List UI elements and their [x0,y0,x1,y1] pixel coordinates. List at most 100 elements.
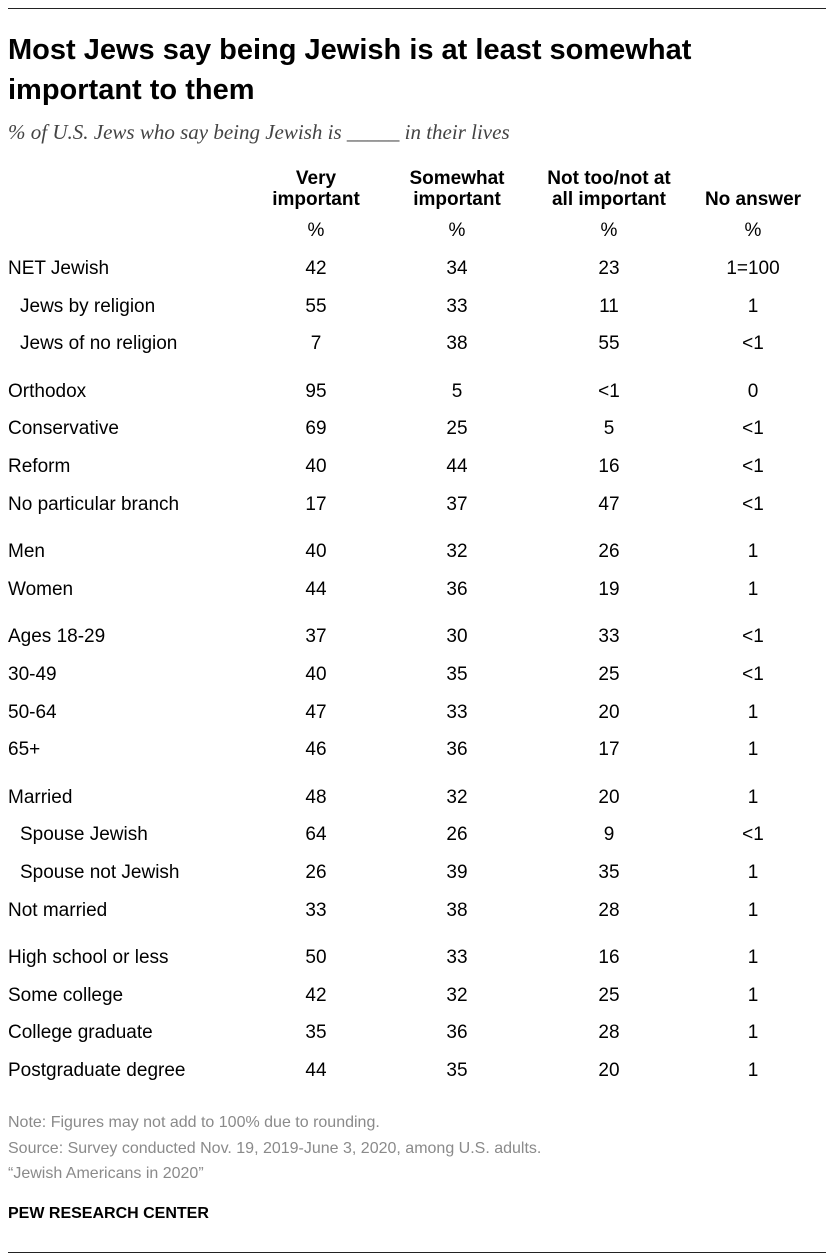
row-label: Women [8,578,74,600]
cell-value: 25 [598,664,620,685]
cell-value: 1 [747,899,759,921]
cell-value: 95 [305,380,327,402]
cell-value: 40 [305,541,327,563]
cell-value: 38 [446,899,468,921]
subtitle: % of U.S. Jews who say being Jewish is _… [8,120,510,144]
cell-value: 35 [598,862,620,883]
cell-value: 25 [446,418,468,440]
cell-value: 55 [305,295,327,317]
cell-value: 42 [305,984,327,1006]
column-header: No answer [704,189,802,210]
cell-value: <1 [598,380,620,402]
bottom-rule [8,1252,826,1253]
cell-value: 33 [446,701,468,723]
cell-value: 44 [305,1060,327,1081]
cell-value: 1 [747,295,759,317]
cell-value: 33 [305,899,327,921]
brand: PEW RESEARCH CENTER [8,1205,209,1222]
row-label: Spouse not Jewish [20,862,180,883]
cell-value: 47 [598,493,620,515]
cell-value: 0 [747,380,759,402]
cell-value: 26 [598,541,620,563]
row-label: Married [8,786,73,808]
cell-value: 35 [305,1022,327,1044]
cell-value: 37 [446,493,468,515]
cell-value: 5 [451,380,463,402]
cell-value: 1 [747,541,759,563]
cell-value: 48 [305,786,327,808]
column-header: Very [295,168,337,189]
report: “Jewish Americans in 2020” [8,1165,204,1182]
cell-value: 1 [747,701,759,723]
cell-value: 1 [747,1022,759,1044]
cell-value: 37 [305,626,327,648]
cell-value: 69 [305,418,327,440]
column-header: all important [551,189,666,210]
cell-value: <1 [742,333,764,355]
cell-value: 33 [446,947,468,969]
title: Most Jews say being Jewish is at least s… [8,34,692,106]
row-label: Men [8,541,45,563]
cell-value: 1 [747,984,759,1006]
cell-value: <1 [742,824,764,846]
unit-label: % [448,220,466,241]
cell-value: 44 [305,578,327,600]
cell-value: 1=100 [726,258,780,279]
column-header: Not too/not at [547,168,671,189]
cell-value: 17 [598,739,620,761]
cell-value: 1 [747,786,759,808]
row-label: Some college [8,984,124,1006]
row-label: 50-64 [8,701,57,723]
cell-value: 1 [747,1060,759,1081]
cell-value: 36 [446,1022,468,1044]
cell-value: 1 [747,862,759,883]
cell-value: 30 [446,626,468,648]
cell-value: 32 [446,984,468,1006]
row-label: College graduate [8,1022,153,1044]
cell-value: 26 [446,824,468,846]
cell-value: 25 [598,984,620,1006]
cell-value: 11 [599,295,619,317]
cell-value: 42 [305,258,327,279]
cell-value: 17 [305,493,327,515]
cell-value: 20 [598,1060,620,1081]
cell-value: 33 [446,295,468,317]
row-label: Jews by religion [20,295,156,317]
cell-value: 32 [446,541,468,563]
cell-value: 1 [747,578,759,600]
row-label: Conservative [8,418,119,440]
cell-value: <1 [742,493,764,515]
unit-label: % [744,220,762,241]
note: Note: Figures may not add to 100% due to… [8,1114,380,1131]
row-label: Ages 18-29 [8,626,106,648]
row-label: 65+ [8,739,41,761]
column-header: important [272,189,360,210]
cell-value: 16 [598,456,620,477]
cell-value: 44 [446,456,468,477]
cell-value: 7 [310,333,322,355]
cell-value: 16 [598,947,620,969]
cell-value: 36 [446,578,468,600]
cell-value: <1 [742,456,764,477]
cell-value: 35 [446,1060,468,1081]
row-label: Orthodox [8,380,87,402]
cell-value: 33 [598,626,620,648]
unit-label: % [307,220,325,241]
cell-value: 64 [305,824,327,846]
cell-value: 28 [598,899,620,921]
row-label: Reform [8,456,71,477]
row-label: Not married [8,899,108,921]
row-label: High school or less [8,947,169,969]
cell-value: 26 [305,862,327,883]
cell-value: 23 [598,258,620,279]
row-label: NET Jewish [8,258,110,279]
cell-value: <1 [742,626,764,648]
cell-value: 40 [305,456,327,477]
column-header: Somewhat [409,168,505,189]
row-label: Jews of no religion [20,333,178,355]
cell-value: 1 [747,947,759,969]
row-label: Spouse Jewish [20,824,148,846]
cell-value: 50 [305,947,327,969]
cell-value: 38 [446,333,468,355]
